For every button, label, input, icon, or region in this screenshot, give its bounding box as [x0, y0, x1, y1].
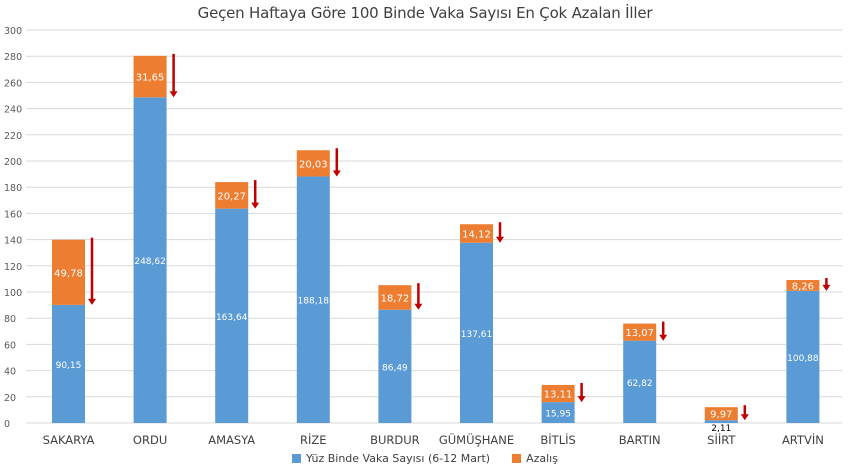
x-tick-label: BARTIN [619, 433, 661, 447]
bar-segment-decrease [215, 182, 249, 209]
x-tick-label: RİZE [300, 432, 327, 447]
bar-segment-decrease [541, 384, 575, 403]
data-label-cases: 163,64 [216, 313, 248, 323]
data-label-decrease: 9,97 [710, 410, 732, 421]
y-tick-label: 180 [4, 183, 22, 194]
y-tick-label: 80 [4, 314, 16, 325]
bar-segment-decrease [296, 150, 330, 177]
data-label-cases: 15,95 [545, 410, 571, 420]
data-label-cases: 137,61 [461, 330, 493, 340]
data-label-cases: 248,62 [134, 257, 166, 267]
x-tick-label: BİTLİS [540, 432, 575, 447]
data-label-cases: 100,88 [787, 354, 819, 364]
y-tick-label: 40 [4, 367, 16, 378]
decrease-arrow-head [251, 202, 260, 209]
legend-item-series-1: Yüz Binde Vaka Sayısı (6-12 Mart) [292, 452, 490, 465]
bar-segment-cases [52, 304, 85, 423]
data-label-decrease: 13,07 [625, 328, 654, 339]
legend-label-series-1: Yüz Binde Vaka Sayısı (6-12 Mart) [306, 452, 491, 465]
data-label-decrease: 20,03 [299, 159, 328, 170]
legend-label-series-2: Azalış [526, 452, 558, 465]
decrease-arrow-head [414, 303, 423, 310]
bar-segment-decrease [623, 323, 657, 341]
bar-segment-cases [133, 97, 167, 423]
x-tick-label: SİİRT [707, 432, 736, 447]
y-tick-label: 20 [4, 393, 16, 404]
data-label-cases: 2,11 [711, 424, 731, 434]
legend-item-series-2: Azalış [512, 452, 558, 465]
x-tick-label: BURDUR [370, 433, 420, 447]
decrease-arrow-head [659, 334, 668, 341]
bar-segment-decrease [704, 407, 738, 421]
decrease-arrow-head [822, 284, 831, 291]
legend-swatch-series-1 [292, 454, 302, 463]
x-tick-label: ARTVİN [782, 432, 824, 447]
decrease-arrow-head [169, 91, 178, 98]
bar-segment-cases [623, 340, 657, 423]
data-label-cases: 62,82 [627, 379, 653, 389]
bar-segment-decrease [460, 224, 493, 243]
decrease-arrow-head [496, 236, 504, 243]
data-label-decrease: 8,26 [792, 281, 814, 292]
chart-title: Geçen Haftaya Göre 100 Binde Vaka Sayısı… [197, 4, 653, 22]
bar-segment-cases [460, 242, 493, 423]
bar-segment-cases [704, 420, 738, 423]
y-tick-label: 300 [4, 26, 22, 37]
y-tick-label: 220 [4, 131, 22, 142]
data-label-decrease: 14,12 [462, 229, 491, 240]
bar-segment-decrease [786, 280, 820, 291]
data-label-decrease: 20,27 [217, 191, 246, 202]
y-tick-label: 280 [4, 52, 22, 63]
x-tick-label: SAKARYA [43, 433, 95, 447]
bar-segment-cases [215, 208, 249, 423]
bar-segment-cases [786, 290, 820, 423]
y-tick-label: 140 [4, 236, 22, 247]
legend: Yüz Binde Vaka Sayısı (6-12 Mart) Azalış [0, 452, 850, 465]
bar-segment-cases [541, 402, 575, 423]
data-label-cases: 188,18 [298, 297, 330, 307]
bar-segment-cases [378, 309, 412, 423]
y-tick-label: 160 [4, 209, 22, 220]
data-label-decrease: 49,78 [54, 268, 83, 279]
y-tick-label: 260 [4, 78, 22, 89]
x-tick-label: AMASYA [208, 433, 255, 447]
bar-segment-cases [296, 176, 330, 423]
y-tick-label: 100 [4, 288, 22, 299]
data-label-cases: 90,15 [56, 361, 82, 371]
data-label-decrease: 18,72 [381, 293, 410, 304]
decrease-arrow-head [740, 414, 749, 421]
bar-segment-decrease [133, 55, 167, 98]
y-tick-label: 200 [4, 157, 22, 168]
y-tick-label: 0 [4, 419, 10, 430]
bar-segment-decrease [52, 239, 85, 305]
decrease-arrow-head [88, 298, 96, 305]
legend-swatch-series-2 [512, 454, 522, 463]
data-label-decrease: 31,65 [136, 73, 165, 84]
y-tick-label: 240 [4, 105, 22, 116]
x-tick-label: ORDU [133, 433, 167, 447]
x-tick-label: GÜMÜŞHANE [439, 431, 514, 447]
data-label-decrease: 13,11 [544, 390, 573, 401]
data-label-cases: 86,49 [382, 363, 408, 373]
decrease-arrow-head [332, 170, 341, 177]
decrease-arrow-head [577, 396, 586, 403]
y-tick-label: 60 [4, 340, 16, 351]
y-tick-label: 120 [4, 262, 22, 273]
bar-segment-decrease [378, 285, 412, 310]
